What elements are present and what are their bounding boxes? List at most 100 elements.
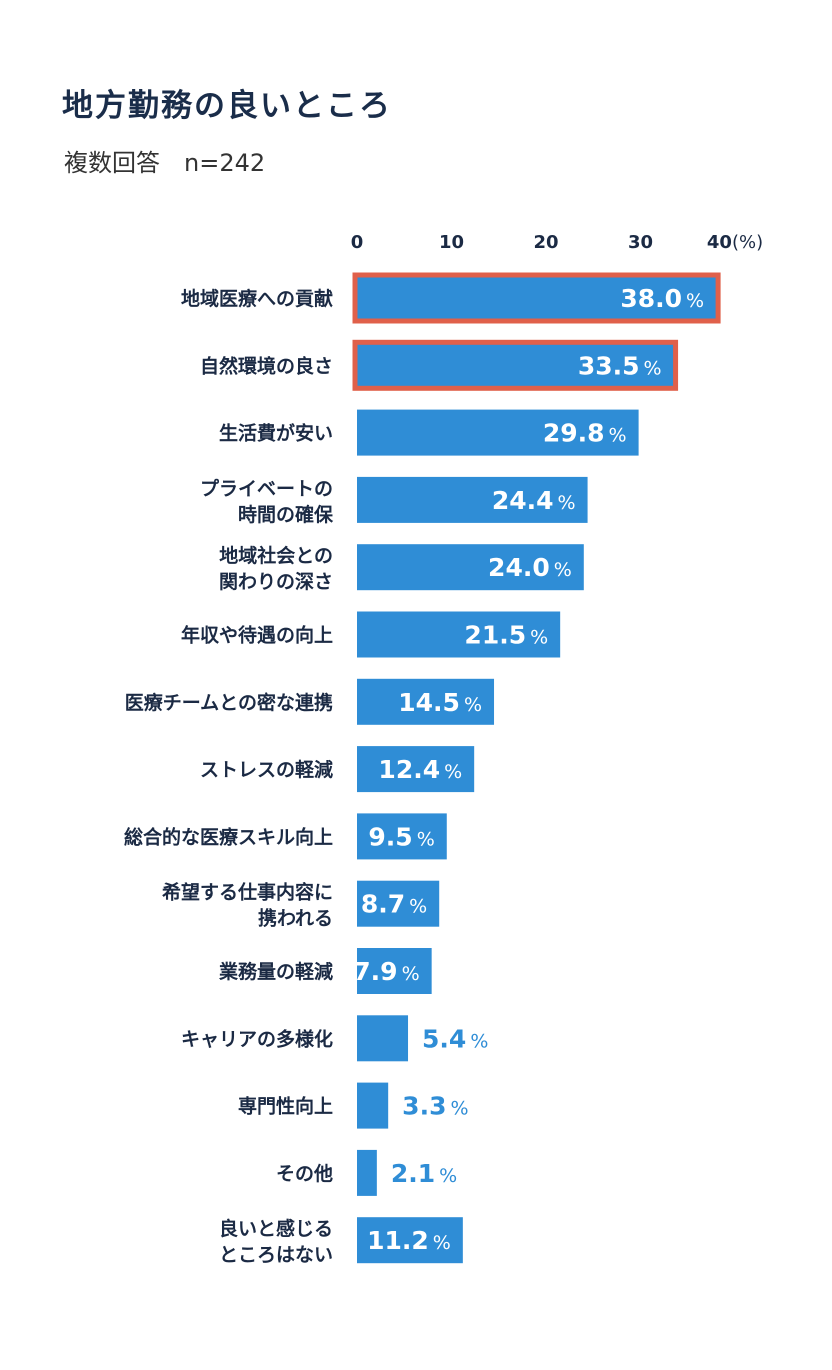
value-number: 24.4 <box>492 486 554 515</box>
value-percent-sign: % <box>450 1098 468 1120</box>
value-percent-sign: % <box>644 357 662 379</box>
value-number: 2.1 <box>391 1159 435 1188</box>
category-label: ストレスの軽減 <box>200 758 333 781</box>
category-label: プライベートの時間の確保 <box>200 477 334 526</box>
value-label: 24.4% <box>492 486 576 515</box>
category-label: 専門性向上 <box>238 1095 333 1118</box>
value-percent-sign: % <box>554 559 572 581</box>
category-label-line: 年収や待遇の向上 <box>181 624 333 647</box>
bar <box>357 1015 409 1062</box>
value-number: 3.3 <box>402 1092 446 1121</box>
category-label-line: キャリアの多様化 <box>181 1027 333 1050</box>
value-percent-sign: % <box>444 761 462 783</box>
value-label: 29.8% <box>543 419 627 448</box>
value-label: 3.3% <box>402 1092 468 1121</box>
value-percent-sign: % <box>417 828 435 850</box>
value-label: 2.1% <box>391 1159 457 1188</box>
category-label-line: 総合的な医療スキル向上 <box>124 825 333 848</box>
value-number: 11.2 <box>367 1226 429 1255</box>
bar <box>357 409 639 456</box>
value-number: 7.9 <box>353 957 397 986</box>
category-label: 業務量の軽減 <box>218 960 333 983</box>
x-tick-label: 40(%) <box>707 232 763 253</box>
category-label: 生活費が安い <box>219 422 333 445</box>
value-number: 29.8 <box>543 419 605 448</box>
x-unit-label: (%) <box>732 232 763 253</box>
value-number: 9.5 <box>368 822 412 851</box>
category-label-line: 地域医療への貢献 <box>181 287 333 310</box>
value-percent-sign: % <box>433 1232 451 1254</box>
value-number: 5.4 <box>422 1024 466 1053</box>
value-label: 21.5% <box>464 621 548 650</box>
bar <box>357 611 561 658</box>
value-label: 5.4% <box>422 1024 488 1053</box>
bar <box>357 678 495 725</box>
x-tick-label: 0 <box>351 232 364 253</box>
bar <box>357 1149 377 1196</box>
category-label-line: 専門性向上 <box>238 1095 333 1118</box>
value-number: 33.5 <box>578 351 640 380</box>
bar-highlighted <box>352 339 679 391</box>
bar <box>357 476 588 523</box>
value-percent-sign: % <box>686 290 704 312</box>
chart-subtitle: 複数回答 n=242 <box>64 149 266 177</box>
bar <box>357 544 584 591</box>
category-label: 良いと感じるところはない <box>219 1217 333 1266</box>
value-label: 11.2% <box>367 1226 451 1255</box>
category-label: 総合的な医療スキル向上 <box>124 825 333 848</box>
value-percent-sign: % <box>439 1165 457 1187</box>
category-label-line: ところはない <box>219 1244 333 1266</box>
category-label-line: 医療チームとの密な連携 <box>125 691 333 714</box>
value-number: 38.0 <box>620 284 682 313</box>
bar-highlighted <box>352 272 721 324</box>
bar <box>357 1217 463 1264</box>
value-number: 12.4 <box>378 755 440 784</box>
category-label: 年収や待遇の向上 <box>181 624 333 647</box>
x-tick-label: 30 <box>628 232 653 253</box>
x-tick-label: 20 <box>533 232 558 253</box>
value-number: 24.0 <box>488 553 550 582</box>
value-label: 38.0% <box>620 284 704 313</box>
value-label: 14.5% <box>398 688 482 717</box>
bar <box>357 813 447 860</box>
category-label: キャリアの多様化 <box>181 1027 333 1050</box>
category-label-line: 生活費が安い <box>219 422 333 445</box>
value-percent-sign: % <box>402 963 420 985</box>
value-label: 7.9% <box>353 957 419 986</box>
value-percent-sign: % <box>609 425 627 447</box>
category-label: 地域社会との関わりの深さ <box>219 544 333 593</box>
bar <box>357 1082 389 1129</box>
category-label-line: ストレスの軽減 <box>200 758 333 781</box>
category-label: 自然環境の良さ <box>200 354 333 377</box>
category-label-line: 自然環境の良さ <box>200 354 333 377</box>
value-number: 21.5 <box>464 621 526 650</box>
bar <box>357 948 432 994</box>
category-label-line: 携われる <box>258 907 333 930</box>
category-label-line: 業務量の軽減 <box>218 960 333 983</box>
category-label-line: その他 <box>276 1162 333 1185</box>
bar <box>357 746 475 793</box>
category-label: 希望する仕事内容に携われる <box>162 881 333 930</box>
x-tick-label: 10 <box>439 232 464 253</box>
value-label: 9.5% <box>368 822 434 851</box>
value-percent-sign: % <box>464 694 482 716</box>
category-label-line: プライベートの <box>200 477 333 500</box>
value-percent-sign: % <box>409 896 427 918</box>
category-label: 医療チームとの密な連携 <box>125 691 333 714</box>
value-percent-sign: % <box>558 492 576 514</box>
value-label: 8.7% <box>361 890 427 919</box>
bar <box>357 880 440 927</box>
category-label-line: 関わりの深さ <box>219 570 333 593</box>
value-number: 14.5 <box>398 688 460 717</box>
chart-title: 地方勤務の良いところ <box>62 88 392 124</box>
value-percent-sign: % <box>530 627 548 649</box>
value-label: 12.4% <box>378 755 462 784</box>
category-label-line: 時間の確保 <box>238 503 334 526</box>
value-label: 24.0% <box>488 553 572 582</box>
category-label: 地域医療への貢献 <box>181 287 333 310</box>
value-label: 33.5% <box>578 351 662 380</box>
category-label-line: 良いと感じる <box>219 1217 333 1240</box>
value-percent-sign: % <box>470 1030 488 1052</box>
category-label-line: 希望する仕事内容に <box>162 881 333 904</box>
